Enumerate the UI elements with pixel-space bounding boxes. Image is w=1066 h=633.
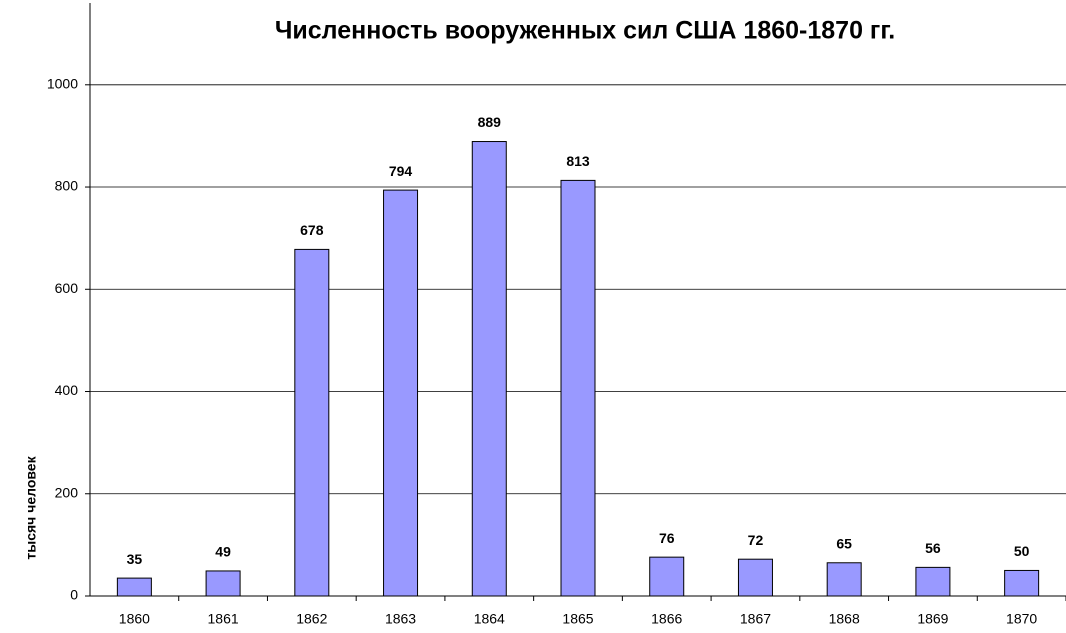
x-tick-label: 1870 — [1006, 611, 1037, 627]
value-label: 72 — [748, 532, 764, 548]
bar — [737, 558, 773, 597]
x-tick-label: 1866 — [651, 611, 682, 627]
bar — [205, 570, 241, 597]
y-tick-label: 400 — [55, 382, 79, 398]
value-label: 678 — [300, 222, 324, 238]
x-tick-label: 1869 — [917, 611, 948, 627]
y-tick-label: 0 — [70, 587, 78, 603]
bar — [471, 141, 507, 597]
bar — [383, 189, 419, 597]
value-label: 49 — [215, 544, 231, 560]
y-axis-label: тысяч человек — [23, 455, 39, 559]
bar — [116, 577, 152, 597]
x-tick-label: 1868 — [829, 611, 860, 627]
value-label: 76 — [659, 530, 675, 546]
x-tick-label: 1861 — [208, 611, 239, 627]
y-tick-label: 200 — [55, 484, 79, 500]
chart-title: Численность вооруженных сил США 1860-187… — [275, 17, 895, 45]
bar — [826, 562, 862, 597]
x-tick-label: 1863 — [385, 611, 416, 627]
value-label: 35 — [127, 551, 143, 567]
value-label: 794 — [389, 163, 413, 179]
value-label: 65 — [836, 535, 852, 551]
bar — [649, 556, 685, 597]
bar — [1004, 569, 1040, 597]
value-label: 813 — [566, 153, 590, 169]
value-label: 56 — [925, 540, 941, 556]
value-label: 889 — [478, 114, 502, 130]
bar — [560, 179, 596, 597]
bar — [915, 566, 951, 597]
y-tick-label: 600 — [55, 280, 79, 296]
y-tick-label: 1000 — [47, 75, 78, 91]
x-tick-label: 1864 — [474, 611, 505, 627]
x-tick-label: 1860 — [119, 611, 150, 627]
bar — [294, 248, 330, 597]
x-tick-label: 1862 — [296, 611, 327, 627]
value-label: 50 — [1014, 543, 1030, 559]
x-tick-label: 1865 — [562, 611, 593, 627]
x-tick-label: 1867 — [740, 611, 771, 627]
y-tick-label: 800 — [55, 178, 79, 194]
